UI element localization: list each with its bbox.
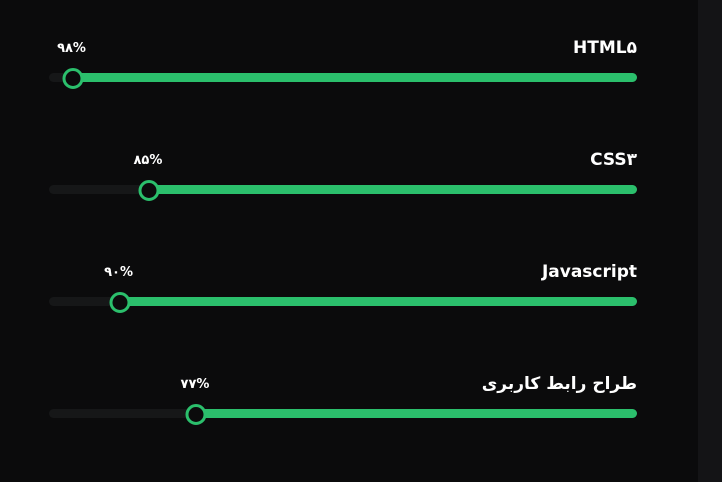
skill-percent-label: ۷۷% [180, 377, 210, 392]
progress-track [49, 409, 637, 418]
skill-title: Javascript [541, 262, 637, 282]
skills-section: HTML۵ ۹۸% CSS۳ ۸۵% Javascript ۹۰% طراح ر… [49, 36, 637, 432]
progress-fill [196, 409, 637, 418]
progress-handle[interactable] [138, 180, 160, 201]
skill-percent-label: ۹۸% [57, 41, 86, 56]
scrollbar-gutter[interactable] [698, 0, 722, 482]
progress-handle[interactable] [185, 404, 207, 425]
progress-track [49, 73, 637, 82]
progress-track [49, 297, 637, 306]
skill-title: طراح رابط کاربری [481, 374, 637, 394]
skill-title: CSS۳ [590, 150, 637, 170]
skill-percent-label: ۹۰% [104, 265, 133, 280]
skill-css3: CSS۳ ۸۵% [49, 148, 637, 208]
skill-ui-design: طراح رابط کاربری ۷۷% [49, 372, 637, 432]
progress-fill [119, 297, 637, 306]
progress-handle[interactable] [109, 292, 131, 313]
progress-fill [72, 73, 637, 82]
progress-track [49, 185, 637, 194]
skill-javascript: Javascript ۹۰% [49, 260, 637, 320]
skill-title: HTML۵ [573, 38, 637, 58]
progress-fill [148, 185, 637, 194]
skill-html5: HTML۵ ۹۸% [49, 36, 637, 96]
progress-handle[interactable] [62, 68, 84, 89]
skill-percent-label: ۸۵% [133, 153, 163, 168]
